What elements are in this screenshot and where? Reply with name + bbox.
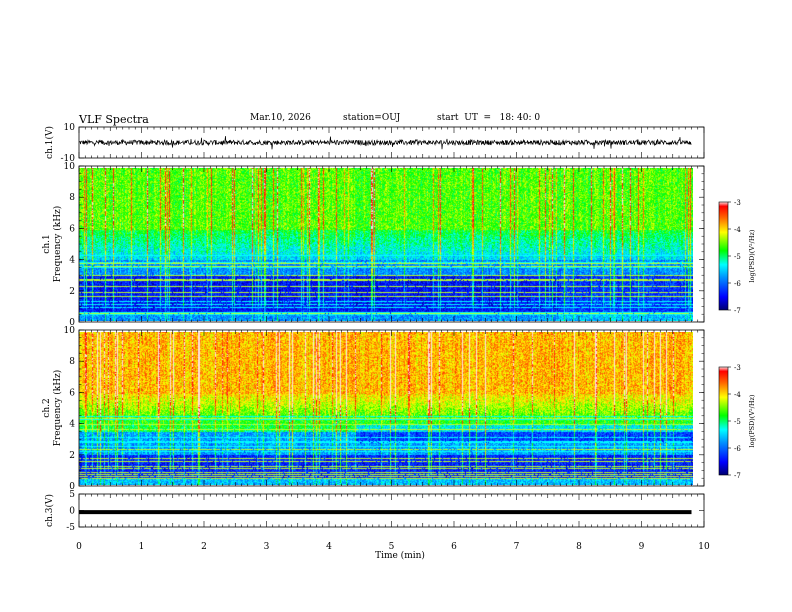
y-tick-label: 4 xyxy=(69,420,75,430)
x-tick-label: 1 xyxy=(139,542,145,552)
start-time-label: start UT = 18: 40: 0 xyxy=(437,113,541,123)
y-tick-label: 2 xyxy=(69,287,75,297)
y-tick-label: 10 xyxy=(64,326,76,336)
x-axis-label: Time (min) xyxy=(375,550,425,561)
ch1-colorbar xyxy=(718,201,729,311)
y-tick-label: 0 xyxy=(69,318,75,328)
panel-channel-label: ch.1 xyxy=(42,234,52,253)
x-tick-label: 4 xyxy=(326,542,332,552)
y-tick-label: 8 xyxy=(69,357,75,367)
colorbar-tick-label: -5 xyxy=(734,253,741,261)
y-tick-label: 2 xyxy=(69,451,75,461)
y-tick-label: -10 xyxy=(61,154,76,164)
y-tick-label: -5 xyxy=(66,523,75,533)
ch1-spectrogram-image xyxy=(79,168,693,321)
y-tick-label: 10 xyxy=(64,162,76,172)
station-label: station=OUJ xyxy=(343,113,401,123)
colorbar-tick-label: -3 xyxy=(734,199,741,207)
ch1-waveform-trace xyxy=(78,136,692,150)
y-tick-label: 5 xyxy=(69,490,75,500)
y-tick-label: 6 xyxy=(69,224,75,234)
colorbar-tick-label: -3 xyxy=(734,364,741,372)
panel-channel-label: ch.2 xyxy=(42,398,52,417)
y-tick-label: 0 xyxy=(69,507,75,517)
y-axis-label: Frequency (kHz) xyxy=(52,206,63,283)
x-tick-label: 2 xyxy=(201,542,207,552)
chart-title: VLF Spectra xyxy=(79,113,149,126)
x-tick-label: 10 xyxy=(698,542,710,552)
y-axis-label: Frequency (kHz) xyxy=(52,370,63,447)
colorbar-label: log(PSD)(V²/Hz) xyxy=(748,394,756,447)
x-tick-label: 3 xyxy=(264,542,270,552)
y-tick-label: 0 xyxy=(69,482,75,492)
colorbar-tick-label: -6 xyxy=(734,280,741,288)
ch1-waveform-panel xyxy=(78,136,692,150)
x-tick-label: 9 xyxy=(639,542,645,552)
y-axis-label: ch.1(V) xyxy=(44,126,55,159)
colorbar-tick-label: -6 xyxy=(734,445,741,453)
y-tick-label: 8 xyxy=(69,193,75,203)
colorbar-tick-label: -7 xyxy=(734,472,741,480)
colorbar-tick-label: -4 xyxy=(734,226,741,234)
ch2-spectrogram-image xyxy=(79,332,693,485)
colorbar-ticks: -3 -4 -5 -6 -7 log(PSD)(V²/Hz) -3 -4 -5 -6 -7 log(P… xyxy=(728,199,756,480)
colorbar-tick-label: -4 xyxy=(734,391,741,399)
x-tick-label: 7 xyxy=(514,542,520,552)
ch2-colorbar xyxy=(718,366,729,476)
y-tick-label: 10 xyxy=(64,123,76,133)
y-axis-label: ch.3(V) xyxy=(44,494,55,527)
y-tick-label: 6 xyxy=(69,388,75,398)
colorbar-tick-label: -5 xyxy=(734,418,741,426)
ch1-spectrogram-panel xyxy=(79,168,693,321)
date-label: Mar.10, 2026 xyxy=(250,113,311,123)
x-tick-label: 0 xyxy=(76,542,82,552)
x-tick-label: 5 xyxy=(389,542,395,552)
y-tick-label: 4 xyxy=(69,256,75,266)
colorbar-label: log(PSD)(V²/Hz) xyxy=(748,229,756,282)
x-tick-label: 8 xyxy=(576,542,582,552)
x-tick-label: 6 xyxy=(451,542,457,552)
colorbar-tick-label: -7 xyxy=(734,307,741,315)
ch2-spectrogram-panel xyxy=(79,332,693,485)
